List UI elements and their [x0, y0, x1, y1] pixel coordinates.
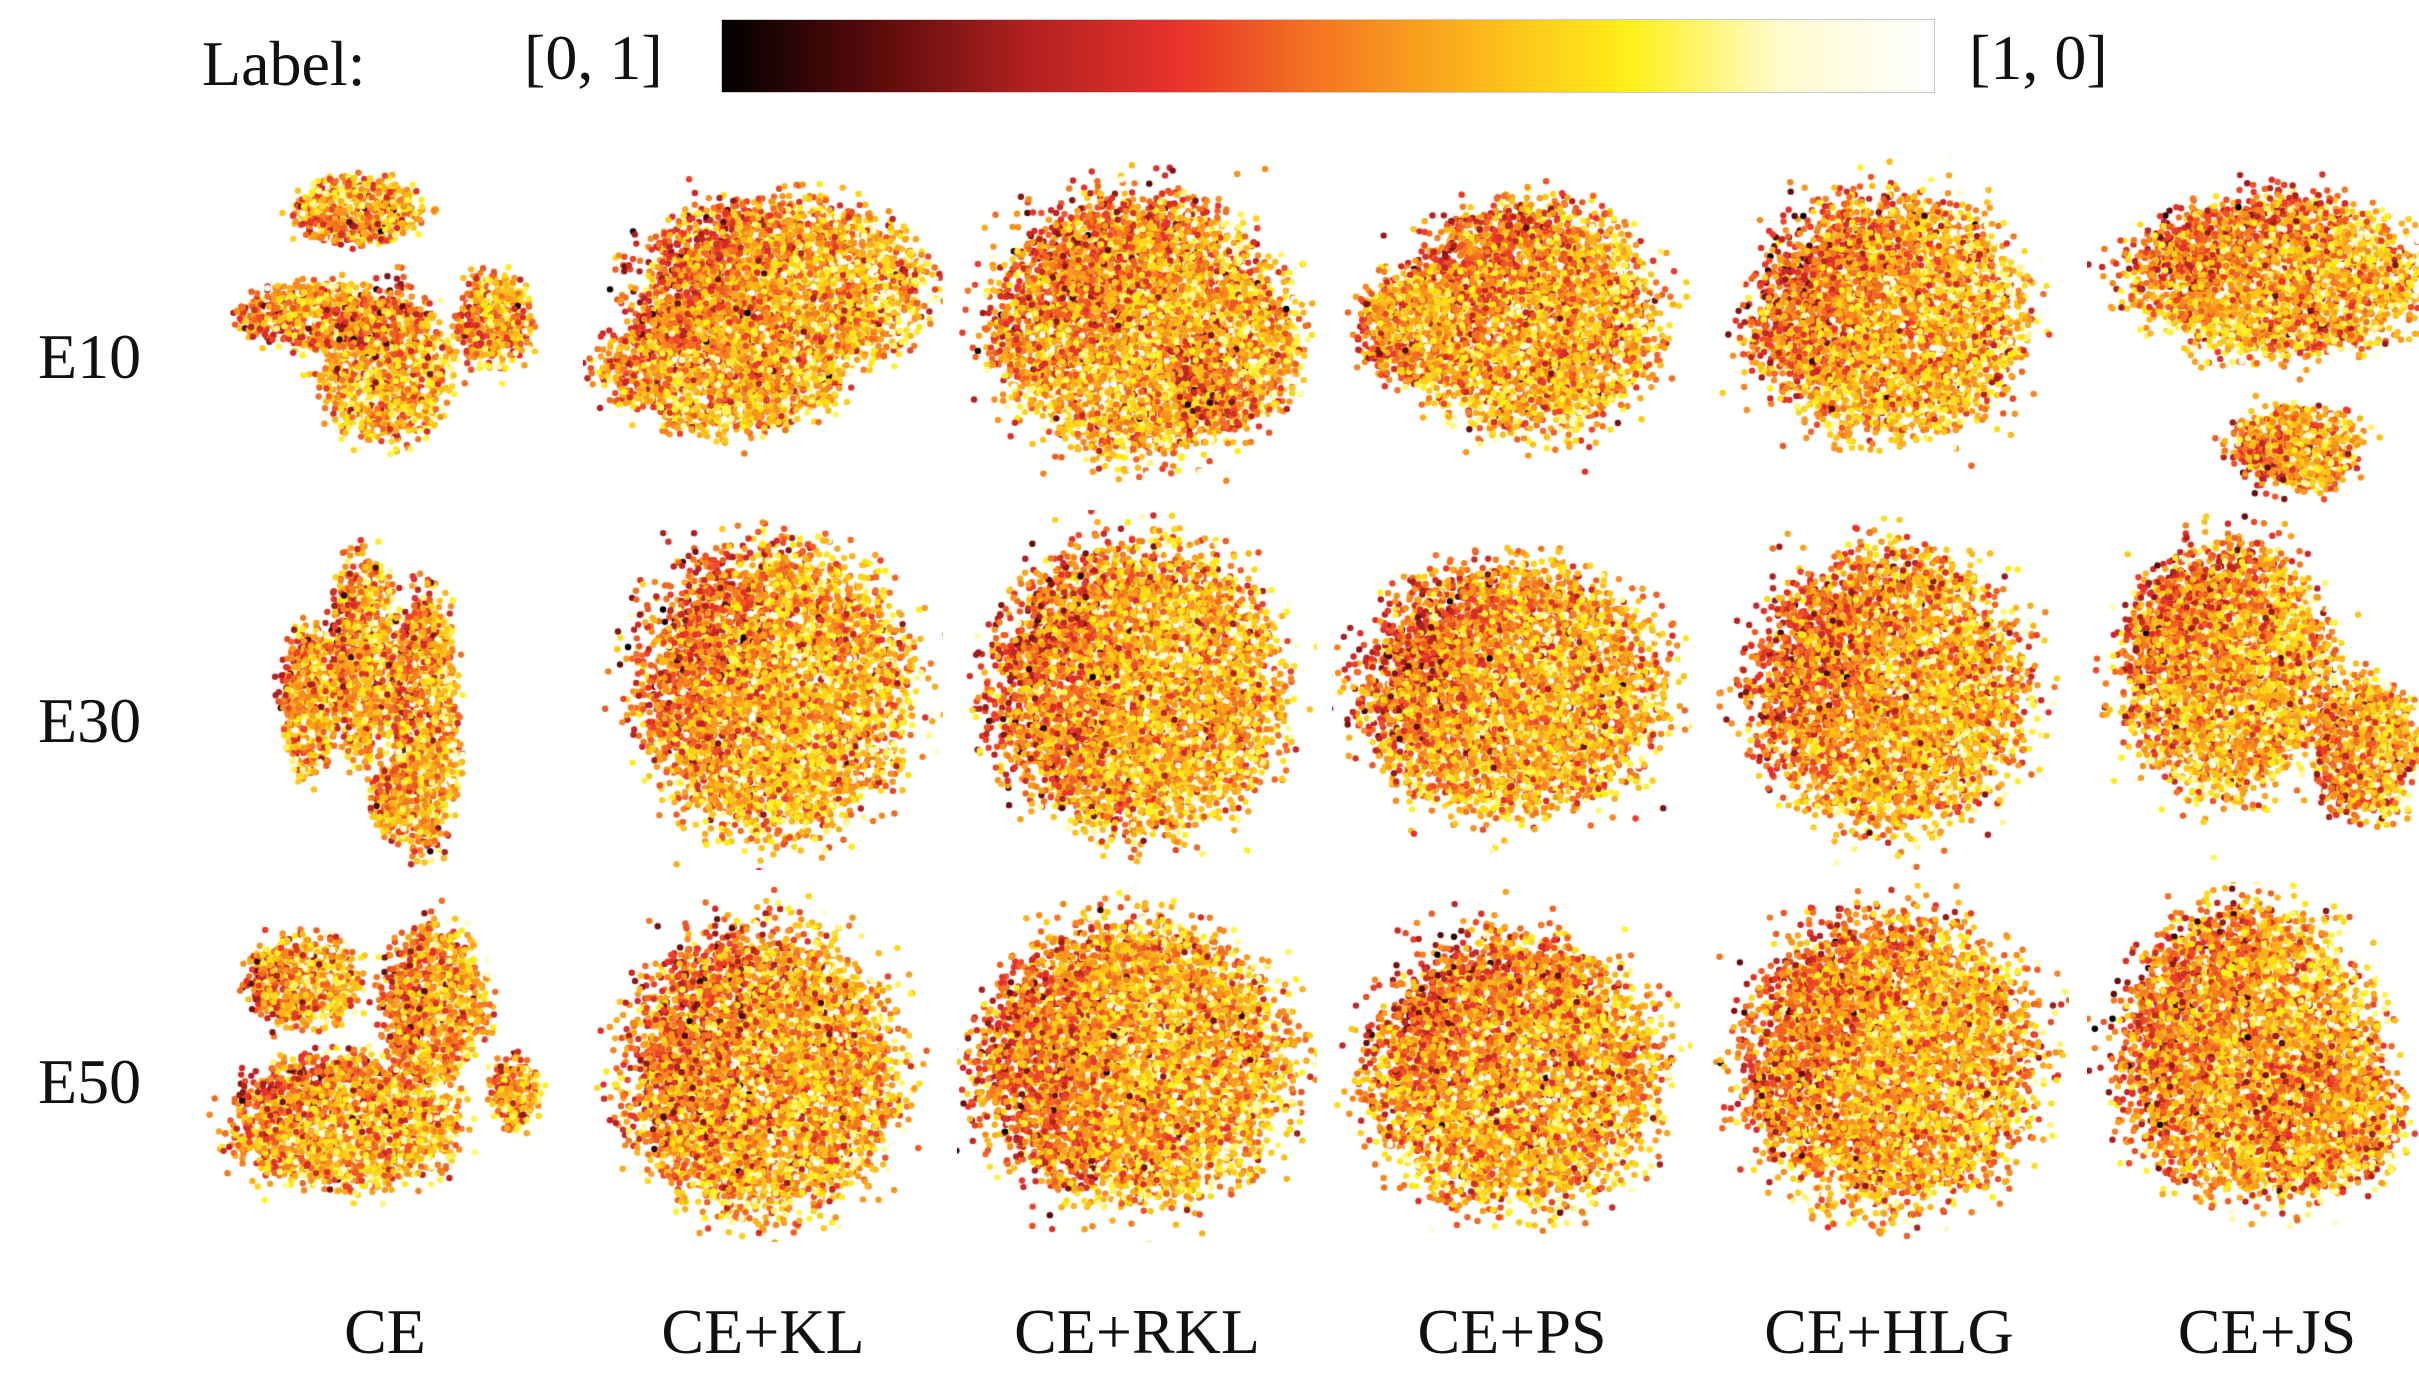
col-label-ce-hlg: CE+HLG — [1764, 1296, 2014, 1367]
scatter-panel-e50-ce-kl — [583, 882, 943, 1242]
scatter-panel-e30-ce-hlg — [1709, 510, 2069, 870]
col-label-ce-js: CE+JS — [2177, 1296, 2357, 1367]
scatter-panel-e10-ce-js — [2087, 146, 2419, 506]
row-label-e50: E50 — [38, 1046, 142, 1117]
col-label-ce-rkl: CE+RKL — [1014, 1296, 1260, 1367]
scatter-panel-e10-ce-ps — [1332, 146, 1692, 506]
scatter-panel-e30-ce — [205, 510, 565, 870]
scatter-panel-e50-ce-ps — [1332, 882, 1692, 1242]
scatter-panel-e10-ce — [205, 146, 565, 506]
scatter-panel-e50-ce — [205, 882, 565, 1242]
colorbar-max-label: [1, 0] — [1969, 22, 2108, 93]
scatter-panel-e30-ce-kl — [583, 510, 943, 870]
colorbar-title: Label: — [202, 28, 366, 99]
scatter-panel-e50-ce-rkl — [957, 882, 1317, 1242]
col-label-ce-kl: CE+KL — [661, 1296, 865, 1367]
colorbar — [721, 19, 1935, 93]
colorbar-min-label: [0, 1] — [524, 22, 663, 93]
scatter-panel-e10-ce-kl — [583, 146, 943, 506]
scatter-panel-e10-ce-rkl — [957, 146, 1317, 506]
scatter-panel-e30-ce-rkl — [957, 510, 1317, 870]
scatter-panel-e50-ce-js — [2087, 882, 2419, 1242]
scatter-panel-e50-ce-hlg — [1709, 882, 2069, 1242]
scatter-panel-e30-ce-ps — [1332, 510, 1692, 870]
scatter-panel-e30-ce-js — [2087, 510, 2419, 870]
row-label-e30: E30 — [38, 685, 142, 756]
row-label-e10: E10 — [38, 321, 142, 392]
scatter-panel-e10-ce-hlg — [1709, 146, 2069, 506]
col-label-ce-ps: CE+PS — [1417, 1296, 1607, 1367]
col-label-ce: CE — [344, 1296, 426, 1367]
